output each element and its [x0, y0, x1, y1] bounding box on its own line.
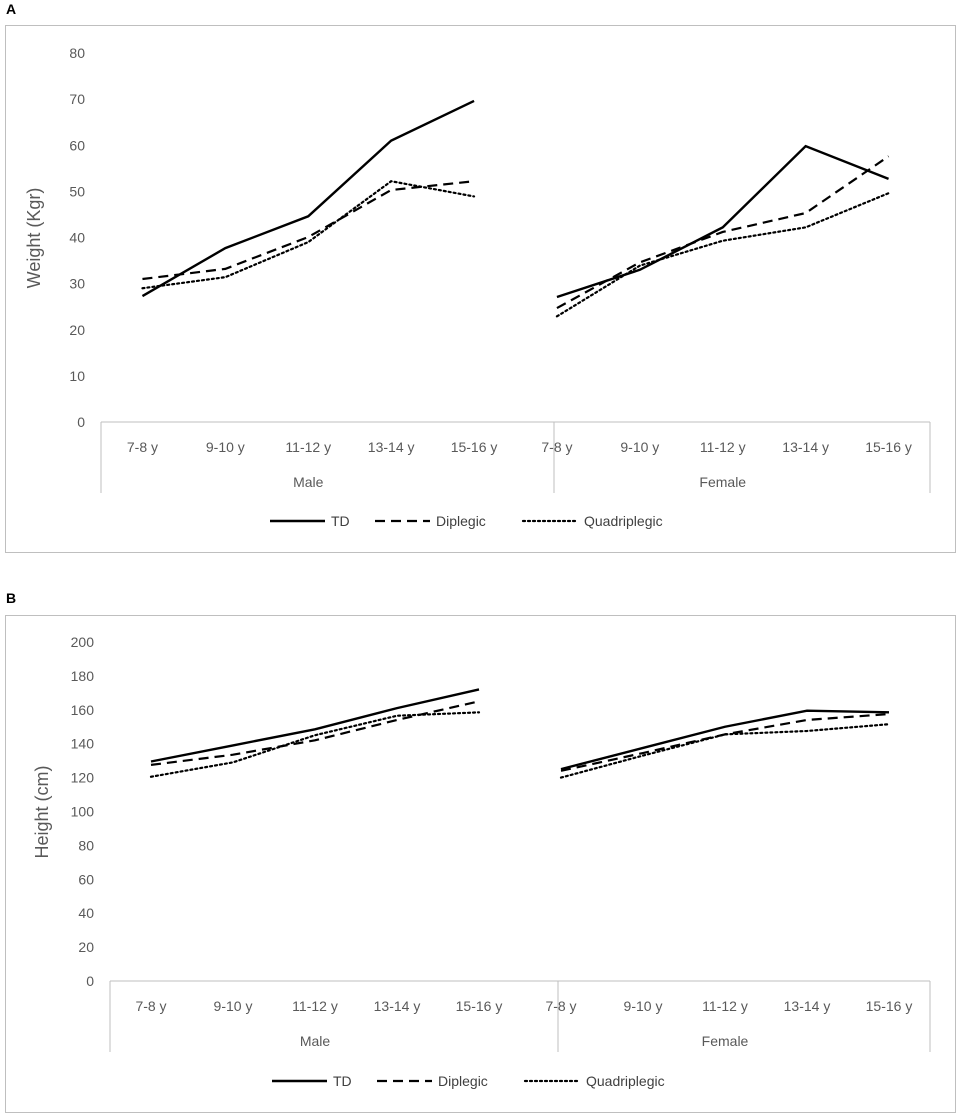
weight-x-category-label: 7-8 y	[127, 439, 158, 455]
weight-y-tick-label: 70	[69, 91, 85, 107]
weight-legend-td-label: TD	[331, 513, 350, 529]
height-x-category-label: 13-14 y	[784, 998, 831, 1014]
height-y-tick-label: 200	[71, 634, 95, 650]
weight-y-tick-label: 60	[69, 137, 85, 153]
height-chart-frame	[5, 615, 956, 1113]
height-quadriplegic-male-line	[149, 711, 481, 778]
height-x-category-label: 13-14 y	[374, 998, 421, 1014]
height-x-category-label: 9-10 y	[624, 998, 663, 1014]
panel-b-letter: B	[6, 590, 17, 606]
height-td-male-line	[150, 688, 480, 763]
weight-x-category-label: 9-10 y	[206, 439, 245, 455]
height-x-category-label: 15-16 y	[456, 998, 503, 1014]
weight-x-category-label: 13-14 y	[368, 439, 415, 455]
weight-x-group-label: Male	[293, 474, 324, 490]
weight-chart: Weight (Kgr) 0 10 20 30 40 50 60 70 80 7-8 y 9-10 y…	[24, 45, 931, 529]
height-x-group-label: Female	[702, 1033, 749, 1049]
height-td-female-line	[560, 709, 890, 771]
height-y-tick-label: 20	[78, 939, 94, 955]
height-legend-diplegic-label: Diplegic	[438, 1073, 488, 1089]
weight-x-category-label: 15-16 y	[865, 439, 912, 455]
weight-diplegic-female-line	[556, 155, 890, 310]
weight-y-tick-label: 40	[69, 230, 85, 246]
weight-x-category-label: 11-12 y	[700, 439, 746, 455]
height-y-tick-label: 60	[78, 871, 94, 887]
height-x-category-label: 11-12 y	[702, 998, 748, 1014]
weight-y-tick-label: 20	[69, 322, 85, 338]
weight-y-tick-label: 10	[69, 368, 85, 384]
weight-y-tick-label: 80	[69, 45, 85, 61]
weight-y-tick-label: 0	[77, 414, 85, 430]
weight-x-category-label: 11-12 y	[285, 439, 331, 455]
height-x-group-label: Male	[300, 1033, 331, 1049]
weight-x-category-label: 9-10 y	[620, 439, 659, 455]
height-x-category-label: 11-12 y	[292, 998, 338, 1014]
weight-chart-frame	[5, 25, 956, 553]
height-x-category-label: 15-16 y	[866, 998, 913, 1014]
height-y-tick-label: 160	[71, 702, 95, 718]
height-y-tick-label: 120	[71, 770, 95, 786]
height-y-tick-label: 80	[78, 837, 94, 853]
height-legend-quadriplegic-label: Quadriplegic	[586, 1073, 665, 1089]
weight-td-male-line	[141, 99, 475, 298]
height-y-tick-label: 40	[78, 905, 94, 921]
height-y-axis-label: Height (cm)	[32, 765, 52, 858]
weight-x-group-label: Female	[699, 474, 746, 490]
weight-x-category-label: 13-14 y	[782, 439, 829, 455]
weight-legend-diplegic-label: Diplegic	[436, 513, 486, 529]
height-y-tick-label: 140	[71, 736, 95, 752]
weight-x-category-label: 15-16 y	[451, 439, 498, 455]
weight-legend-quadriplegic-label: Quadriplegic	[584, 513, 663, 529]
height-x-category-label: 7-8 y	[545, 998, 576, 1014]
weight-y-tick-label: 50	[69, 183, 85, 199]
weight-quadriplegic-male-line	[141, 180, 476, 290]
height-diplegic-male-line	[150, 700, 480, 766]
height-legend-td-label: TD	[333, 1073, 352, 1089]
height-x-category-label: 9-10 y	[214, 998, 253, 1014]
height-quadriplegic-female-line	[559, 723, 891, 779]
weight-y-axis-label: Weight (Kgr)	[24, 188, 44, 289]
height-y-tick-label: 0	[86, 973, 94, 989]
weight-y-tick-label: 30	[69, 276, 85, 292]
height-diplegic-female-line	[560, 712, 890, 772]
weight-quadriplegic-female-line	[555, 192, 890, 318]
weight-td-female-line	[556, 144, 889, 299]
height-y-tick-label: 180	[71, 668, 95, 684]
height-y-tick-label: 100	[71, 804, 95, 820]
weight-x-category-label: 7-8 y	[541, 439, 572, 455]
height-x-category-label: 7-8 y	[135, 998, 166, 1014]
panel-a-letter: A	[6, 1, 17, 17]
